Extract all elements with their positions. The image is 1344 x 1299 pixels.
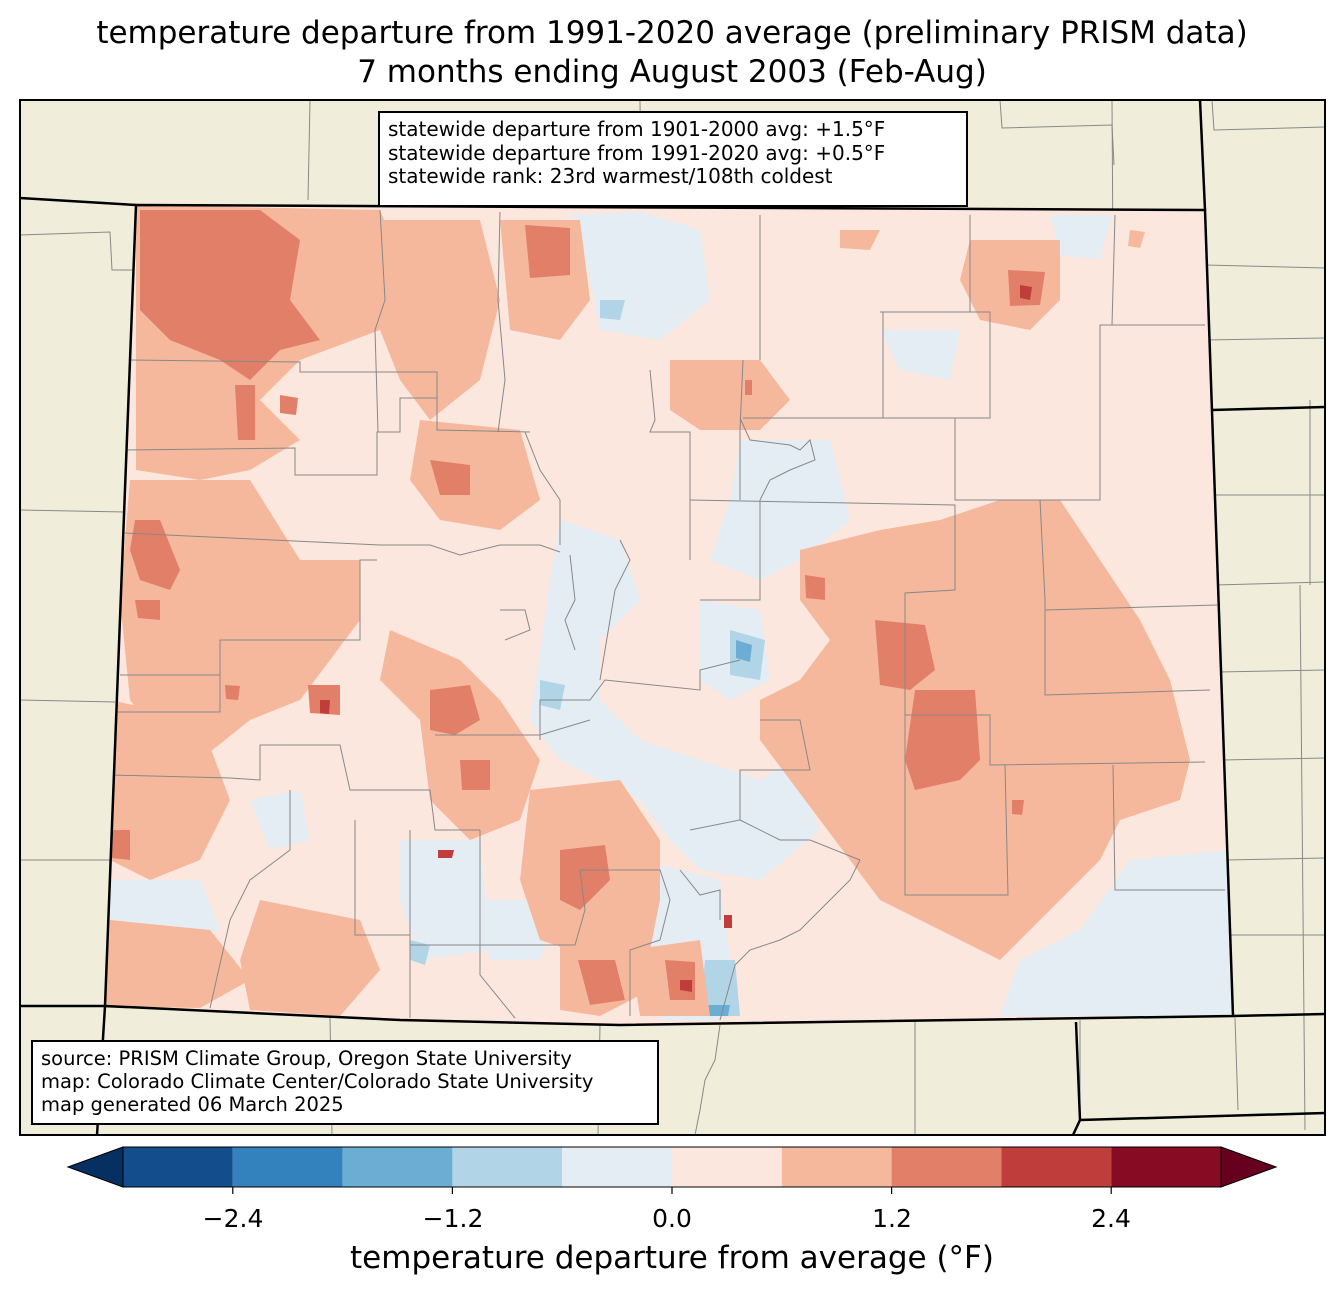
credit-generated: map generated 06 March 2025 xyxy=(41,1093,344,1116)
credits-box: source: PRISM Climate Group, Oregon Stat… xyxy=(31,1040,659,1125)
state-borders xyxy=(19,99,1326,1136)
colorbar-tick-label: 2.4 xyxy=(1091,1204,1131,1233)
colorbar-bin xyxy=(891,1147,1002,1187)
colorbar xyxy=(66,1146,1278,1194)
credit-map: map: Colorado Climate Center/Colorado St… xyxy=(41,1070,594,1093)
colorbar-bin xyxy=(123,1147,233,1187)
colorbar-extend-high xyxy=(1220,1146,1278,1188)
stat-departure-1991-2020: statewide departure from 1991-2020 avg: … xyxy=(388,140,886,165)
colorbar-bin xyxy=(1001,1147,1112,1187)
map-title-line-2: 7 months ending August 2003 (Feb-Aug) xyxy=(357,54,987,90)
colorbar-bin xyxy=(452,1147,563,1187)
colorbar-bin xyxy=(342,1147,453,1187)
cooler-anomaly-regions xyxy=(410,300,765,1016)
colorbar-bin xyxy=(562,1147,672,1187)
stat-departure-1901-2000: statewide departure from 1901-2000 avg: … xyxy=(388,117,886,141)
colorbar-label: temperature departure from average (°F) xyxy=(350,1240,994,1276)
credit-source: source: PRISM Climate Group, Oregon Stat… xyxy=(41,1047,572,1070)
colorbar-extend-low xyxy=(66,1146,124,1188)
colorbar-tick-label: −2.4 xyxy=(202,1204,264,1233)
temperature-field xyxy=(105,205,1233,1025)
colorbar-tick-label: 1.2 xyxy=(872,1204,912,1233)
colorbar-bin xyxy=(781,1147,892,1187)
colorbar-tick-label: −1.2 xyxy=(422,1204,484,1233)
stat-rank: statewide rank: 23rd warmest/108th colde… xyxy=(388,164,833,188)
colorbar-bin xyxy=(672,1147,782,1187)
hot-anomaly-regions xyxy=(320,285,1032,992)
colorbar-tick-label: 0.0 xyxy=(652,1204,692,1233)
map-frame xyxy=(19,99,1326,1136)
colorado-county-lines xyxy=(109,209,1225,1021)
warm-anomaly-regions xyxy=(110,210,1045,1005)
statewide-stats-box: statewide departure from 1901-2000 avg: … xyxy=(378,111,968,207)
colorbar-bin xyxy=(1111,1147,1221,1187)
map-title-line-1: temperature departure from 1991-2020 ave… xyxy=(96,15,1248,51)
colorbar-bin xyxy=(232,1147,343,1187)
